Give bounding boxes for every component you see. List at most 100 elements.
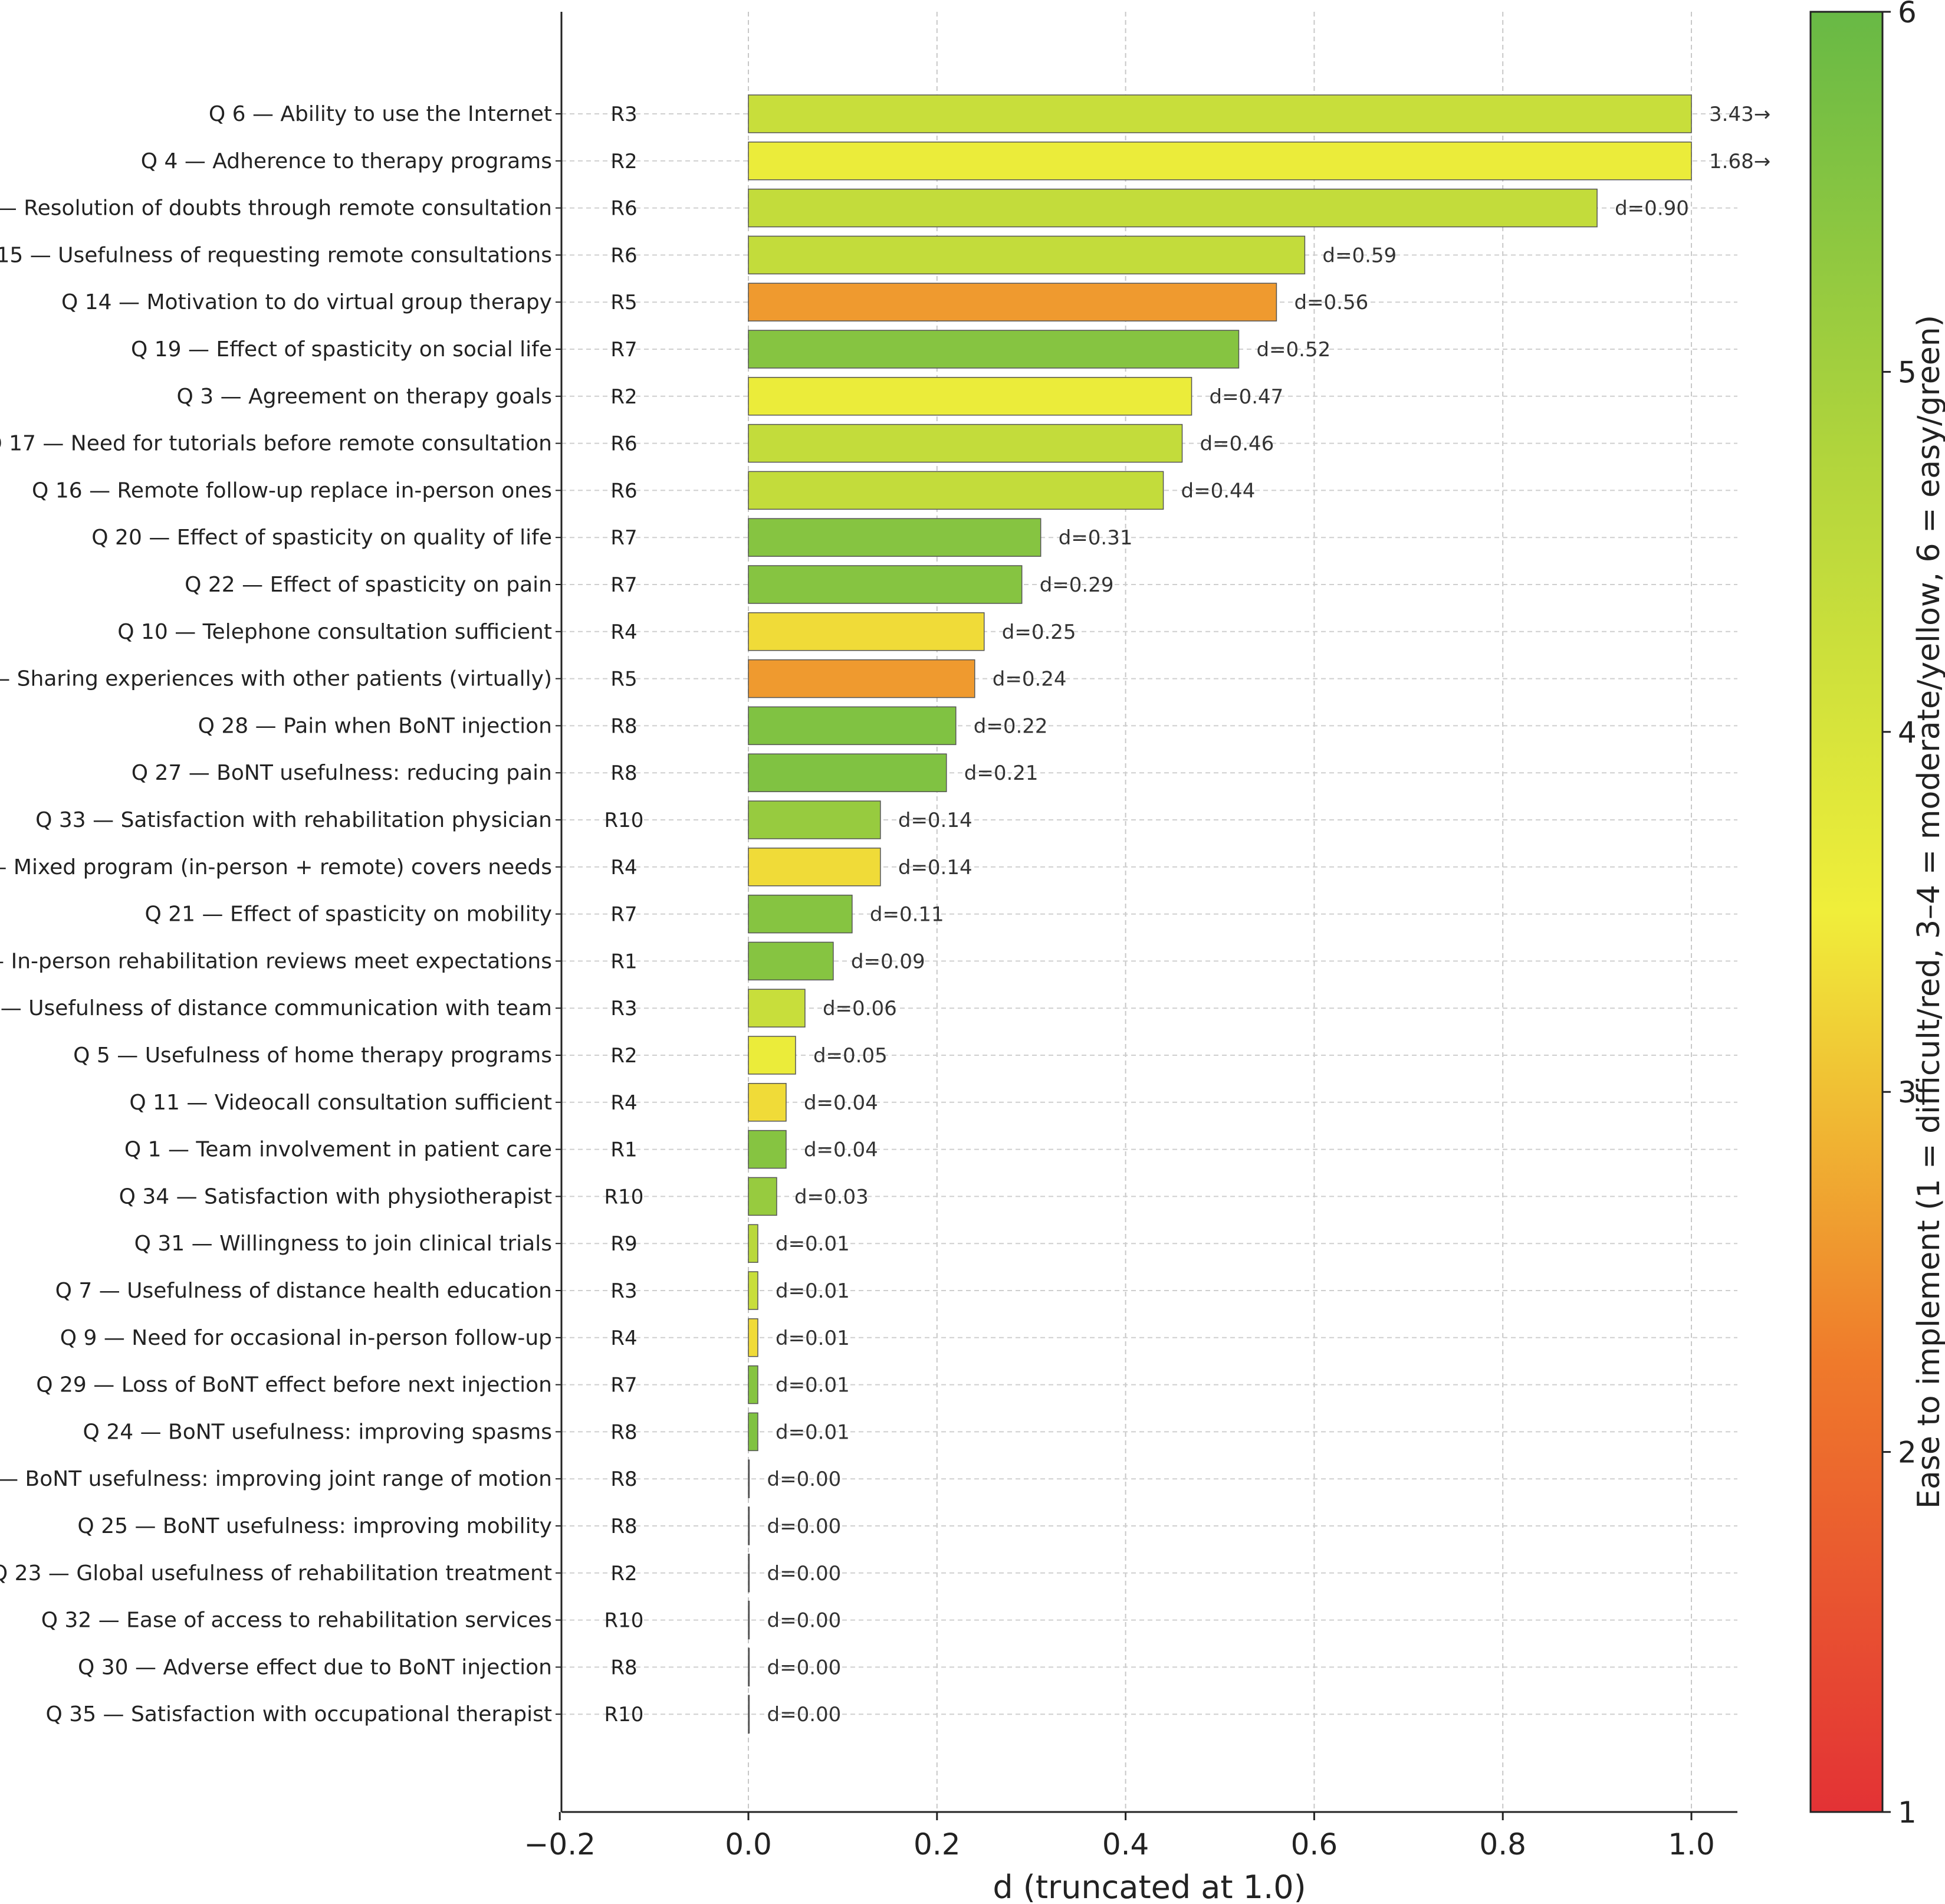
recommendation-label: R9 bbox=[610, 1232, 637, 1256]
recommendation-label: R1 bbox=[610, 950, 637, 973]
value-label: d=0.59 bbox=[1322, 244, 1397, 267]
question-label: Q 19 — Effect of spasticity on social li… bbox=[131, 337, 552, 362]
question-label: Q 18 — Resolution of doubts through remo… bbox=[0, 196, 552, 221]
question-label: Q 8 — Usefulness of distance communicati… bbox=[0, 996, 552, 1020]
value-label: d=0.00 bbox=[767, 1562, 842, 1585]
question-label: Q 2 — In-person rehabilitation reviews m… bbox=[0, 949, 552, 973]
recommendation-label: R5 bbox=[610, 291, 637, 314]
recommendation-label: R8 bbox=[610, 1420, 637, 1444]
bars bbox=[748, 94, 1692, 1734]
question-label: Q 25 — BoNT usefulness: improving mobili… bbox=[77, 1514, 552, 1538]
value-label: d=0.01 bbox=[776, 1374, 850, 1397]
recommendation-label: R8 bbox=[610, 1656, 637, 1679]
recommendation-label: R10 bbox=[604, 1185, 644, 1209]
bar bbox=[748, 1647, 750, 1687]
value-label: d=0.46 bbox=[1200, 432, 1274, 456]
bar bbox=[748, 1412, 758, 1452]
value-label: d=0.04 bbox=[804, 1091, 878, 1115]
colorbar-tick-label: 6 bbox=[1898, 0, 1917, 29]
question-label: Q 6 — Ability to use the Internet bbox=[209, 102, 552, 126]
question-label: Q 35 — Satisfaction with occupational th… bbox=[46, 1702, 552, 1726]
value-label: d=0.01 bbox=[776, 1420, 850, 1444]
question-label: Q 9 — Need for occasional in-person foll… bbox=[60, 1326, 552, 1350]
value-label: d=0.44 bbox=[1181, 479, 1256, 503]
recommendation-label: R7 bbox=[610, 573, 637, 597]
recommendation-label: R10 bbox=[604, 1703, 644, 1726]
colorbar-tick-label: 1 bbox=[1898, 1795, 1917, 1830]
question-label: Q 22 — Effect of spasticity on pain bbox=[185, 573, 552, 597]
bar bbox=[748, 1177, 777, 1216]
bar bbox=[748, 94, 1692, 133]
value-label: d=0.11 bbox=[870, 903, 944, 927]
recommendation-label: R6 bbox=[610, 479, 637, 503]
bar bbox=[748, 518, 1042, 557]
question-label: Q 24 — BoNT usefulness: improving spasms bbox=[83, 1420, 552, 1444]
recommendation-label: R7 bbox=[610, 903, 637, 927]
question-label: Q 14 — Motivation to do virtual group th… bbox=[61, 290, 552, 314]
question-label: Q 32 — Ease of access to rehabilitation … bbox=[41, 1608, 552, 1633]
bar bbox=[748, 800, 881, 839]
recommendation-label: R4 bbox=[610, 621, 637, 644]
question-label: Q 30 — Adverse effect due to BoNT inject… bbox=[78, 1655, 552, 1679]
axes: −0.2 0.0 0.2 0.4 0.6 0.8 1.0 d (truncated at 1.… bbox=[524, 12, 1737, 1904]
bar bbox=[748, 188, 1598, 228]
value-label: d=0.00 bbox=[767, 1515, 842, 1538]
question-label: Q 10 — Telephone consultation sufficient bbox=[117, 620, 552, 644]
bar bbox=[748, 1130, 787, 1169]
value-label: d=0.01 bbox=[776, 1327, 850, 1350]
recommendation-label: R4 bbox=[610, 1091, 637, 1115]
bar bbox=[748, 612, 985, 651]
value-label: d=0.47 bbox=[1210, 385, 1284, 409]
question-label: Q 12 — Mixed program (in-person + remote… bbox=[0, 855, 552, 879]
bar bbox=[748, 1365, 758, 1404]
bar bbox=[748, 1224, 758, 1263]
colorbar-gradient bbox=[1809, 11, 1884, 1813]
bar bbox=[748, 283, 1277, 321]
colorbar-tick-label: 3 bbox=[1898, 1075, 1917, 1109]
question-label: Q 3 — Agreement on therapy goals bbox=[177, 385, 552, 409]
recommendation-label: R6 bbox=[610, 432, 637, 456]
colorbar-tick-label: 2 bbox=[1898, 1436, 1917, 1470]
bar bbox=[748, 1459, 750, 1498]
x-axis-label: d (truncated at 1.0) bbox=[993, 1869, 1306, 1904]
recommendation-label: R3 bbox=[610, 1279, 637, 1303]
recommendation-label: R8 bbox=[610, 1515, 637, 1538]
question-label: Q 4 — Adherence to therapy programs bbox=[141, 149, 552, 173]
value-label: 1.68→ bbox=[1709, 150, 1770, 173]
value-label: d=0.25 bbox=[1002, 621, 1076, 644]
bar bbox=[748, 753, 947, 792]
question-label: Q 5 — Usefulness of home therapy program… bbox=[73, 1043, 552, 1068]
labels: Q 6 — Ability to use the Internet R3 3.43→… bbox=[0, 102, 1770, 1726]
value-label: d=0.06 bbox=[823, 997, 897, 1020]
recommendation-label: R6 bbox=[610, 197, 637, 221]
bar bbox=[748, 659, 975, 698]
bar bbox=[748, 330, 1240, 369]
x-tick-label: 0.0 bbox=[725, 1827, 772, 1862]
value-label: d=0.52 bbox=[1256, 338, 1330, 362]
value-label: d=0.21 bbox=[964, 761, 1039, 785]
value-label: d=0.90 bbox=[1615, 197, 1689, 221]
value-label: 3.43→ bbox=[1709, 103, 1770, 126]
bar bbox=[748, 471, 1164, 510]
bar bbox=[748, 1600, 750, 1640]
question-label: Q 7 — Usefulness of distance health educ… bbox=[55, 1279, 552, 1303]
x-tick-label: 1.0 bbox=[1668, 1827, 1715, 1862]
bar bbox=[748, 706, 957, 746]
value-label: d=0.00 bbox=[767, 1656, 842, 1679]
bar bbox=[748, 565, 1023, 604]
question-label: Q 1 — Team involvement in patient care bbox=[124, 1138, 552, 1162]
question-label: Q 34 — Satisfaction with physiotherapist bbox=[119, 1184, 552, 1209]
recommendation-label: R7 bbox=[610, 338, 637, 362]
bar bbox=[748, 1506, 750, 1545]
bar bbox=[748, 377, 1192, 416]
x-tick-label: 0.4 bbox=[1102, 1827, 1149, 1862]
bar bbox=[748, 235, 1306, 275]
value-label: d=0.22 bbox=[974, 714, 1048, 738]
x-tick-label: −0.2 bbox=[524, 1827, 595, 1862]
recommendation-label: R3 bbox=[610, 997, 637, 1020]
bar bbox=[748, 424, 1183, 463]
question-label: Q 20 — Effect of spasticity on quality o… bbox=[91, 526, 552, 550]
value-label: d=0.04 bbox=[804, 1138, 878, 1162]
value-label: d=0.03 bbox=[794, 1185, 869, 1209]
